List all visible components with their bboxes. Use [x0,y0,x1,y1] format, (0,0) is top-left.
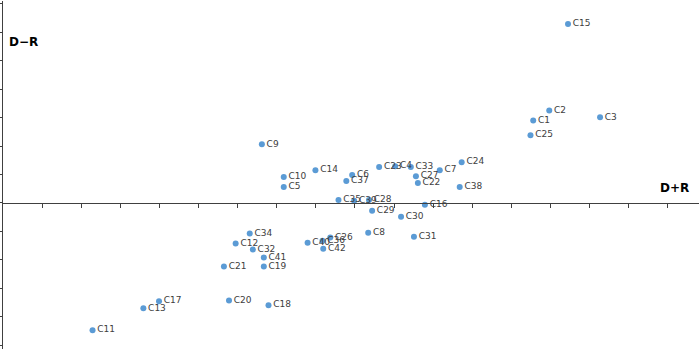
svg-text:C36: C36 [327,235,345,245]
svg-text:C21: C21 [229,261,247,271]
svg-text:C32: C32 [258,244,276,254]
svg-text:C39: C39 [359,195,377,205]
svg-text:C15: C15 [573,18,591,28]
svg-text:C41: C41 [269,252,287,262]
svg-text:C3: C3 [605,112,617,122]
svg-text:C9: C9 [267,139,279,149]
svg-text:C42: C42 [328,243,346,253]
svg-text:C27: C27 [421,170,439,180]
svg-text:C24: C24 [466,156,484,166]
svg-text:C1: C1 [538,115,550,125]
svg-text:C19: C19 [269,261,287,271]
svg-text:C34: C34 [254,228,272,238]
svg-text:C20: C20 [234,295,252,305]
svg-text:C5: C5 [289,181,301,191]
svg-text:C2: C2 [554,105,566,115]
svg-text:C26: C26 [335,232,353,242]
svg-text:C12: C12 [240,238,258,248]
svg-text:C11: C11 [97,324,115,334]
svg-text:C16: C16 [430,199,448,209]
svg-text:C13: C13 [148,303,166,313]
svg-text:C17: C17 [164,295,182,305]
svg-text:C7: C7 [445,164,457,174]
svg-text:C6: C6 [357,169,369,179]
svg-text:C29: C29 [377,205,395,215]
svg-text:C38: C38 [464,181,482,191]
svg-text:C10: C10 [289,171,307,181]
svg-text:C35: C35 [343,194,361,204]
svg-text:C31: C31 [419,231,437,241]
svg-text:C40: C40 [312,237,330,247]
svg-text:C4: C4 [400,160,412,170]
svg-text:C18: C18 [273,299,291,309]
svg-text:C25: C25 [535,129,553,139]
svg-text:C23: C23 [384,161,402,171]
svg-text:C22: C22 [423,177,441,187]
svg-text:C33: C33 [416,161,434,171]
svg-text:C8: C8 [373,227,385,237]
svg-text:C28: C28 [374,194,392,204]
svg-text:C14: C14 [320,164,338,174]
svg-text:D−R: D−R [9,35,38,49]
svg-text:D+R: D+R [660,181,689,195]
svg-text:C37: C37 [351,175,369,185]
svg-text:C30: C30 [406,211,424,221]
